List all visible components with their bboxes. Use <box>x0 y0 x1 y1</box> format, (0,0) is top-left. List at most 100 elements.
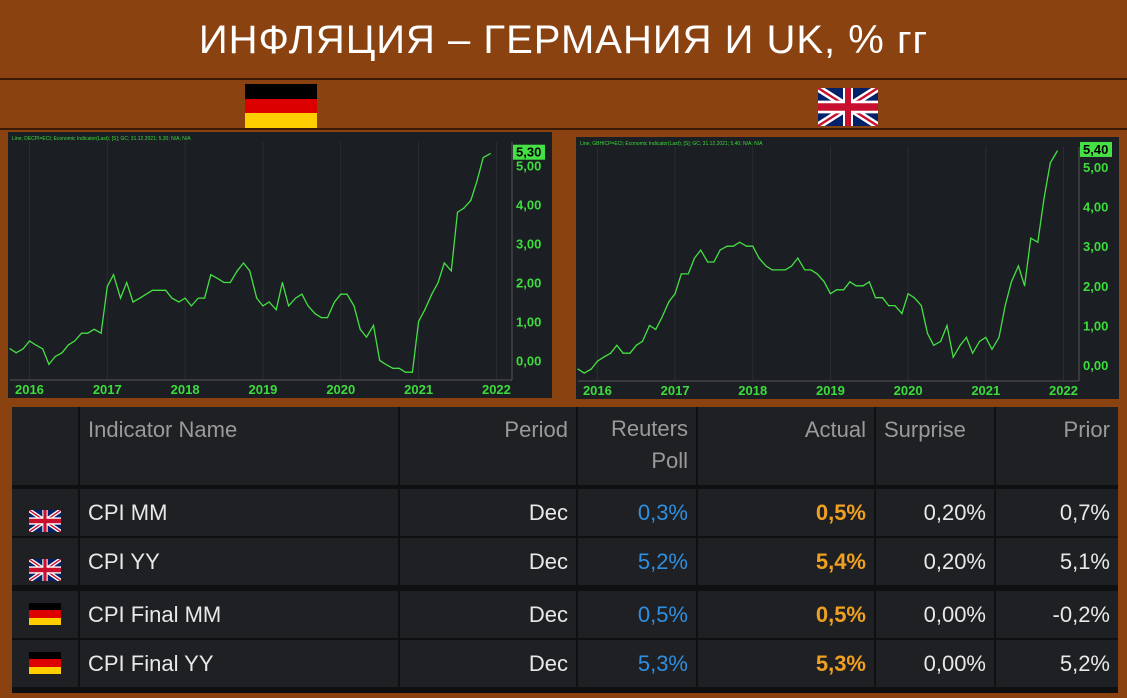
chart-header-text: Line; DECPI=ECI; Economic Indicator(Last… <box>12 136 191 142</box>
data-point <box>326 316 329 319</box>
data-point <box>1043 197 1045 200</box>
cell-flag <box>12 538 78 585</box>
cell-prior: 5,2% <box>996 640 1118 687</box>
data-point <box>693 257 696 259</box>
x-tick-label: 2022 <box>1049 383 1078 398</box>
cell-period: Dec <box>400 489 576 536</box>
cell-surprise: 0,20% <box>876 538 994 585</box>
data-point <box>67 344 69 346</box>
last-value-label: 5,40 <box>1083 142 1108 157</box>
data-point <box>242 262 245 264</box>
data-point <box>648 324 651 327</box>
header-reuters-poll-line2: Poll <box>651 448 688 473</box>
cell-poll: 0,3% <box>578 489 696 536</box>
cell-actual: 5,4% <box>698 538 874 585</box>
data-point <box>73 340 76 342</box>
cell-actual: 0,5% <box>698 591 874 638</box>
data-point <box>470 199 472 202</box>
data-point <box>54 355 56 358</box>
y-tick-label: 1,00 <box>516 314 541 329</box>
data-point <box>978 340 981 342</box>
data-point <box>210 274 212 276</box>
header-reuters-poll: Reuters Poll <box>578 407 696 485</box>
data-point <box>314 313 316 315</box>
data-point <box>635 344 637 346</box>
data-point <box>940 340 942 342</box>
data-point <box>359 328 361 330</box>
data-point <box>256 297 258 299</box>
data-point <box>223 281 225 284</box>
data-point <box>301 293 303 295</box>
data-point <box>771 269 773 271</box>
data-point <box>713 261 715 263</box>
data-point <box>443 262 445 264</box>
cell-period: Dec <box>400 640 576 687</box>
data-point <box>661 316 663 319</box>
data-point <box>48 363 50 365</box>
data-point <box>700 249 702 251</box>
data-point <box>622 352 624 354</box>
data-point <box>829 293 832 295</box>
y-tick-label: 5,00 <box>516 158 541 173</box>
data-point <box>418 320 420 323</box>
data-point <box>791 265 793 267</box>
data-point <box>295 297 297 299</box>
y-tick-label: 4,00 <box>1083 199 1108 214</box>
x-tick-label: 2021 <box>404 382 433 397</box>
y-tick-label: 3,00 <box>1083 239 1108 254</box>
data-point <box>9 348 11 350</box>
data-point <box>15 352 17 354</box>
header-period: Period <box>400 407 576 485</box>
cell-actual: 5,3% <box>698 640 874 687</box>
last-value-label: 5,30 <box>516 145 541 160</box>
data-point <box>862 285 864 287</box>
data-point <box>1056 150 1058 152</box>
cell-name: CPI YY <box>80 538 398 585</box>
data-point <box>804 269 806 271</box>
data-point <box>758 257 760 259</box>
data-point <box>431 293 433 295</box>
cell-prior: 5,1% <box>996 538 1118 585</box>
header-indicator-name: Indicator Name <box>80 407 398 485</box>
page-title: ИНФЛЯЦИЯ – ГЕРМАНИЯ И UK, % гг <box>198 18 929 62</box>
data-point <box>35 344 37 346</box>
cell-name: CPI Final YY <box>80 640 398 687</box>
y-tick-label: 0,00 <box>1083 358 1108 373</box>
data-point <box>236 270 238 272</box>
data-point <box>603 356 605 358</box>
y-tick-label: 3,00 <box>516 236 541 251</box>
cell-poll: 0,5% <box>578 591 696 638</box>
x-tick-label: 2017 <box>93 382 122 397</box>
data-point <box>379 359 381 362</box>
data-point <box>674 293 676 295</box>
last-value-badge <box>1080 141 1112 157</box>
data-point <box>907 293 909 295</box>
uk-flag-icon <box>28 550 62 583</box>
x-tick-label: 2018 <box>171 382 200 397</box>
data-point <box>346 293 348 295</box>
data-point <box>61 352 63 354</box>
data-point <box>158 289 161 291</box>
data-point <box>171 297 173 299</box>
data-point <box>823 281 825 283</box>
data-point <box>583 372 585 374</box>
data-point <box>680 273 682 275</box>
x-tick-label: 2020 <box>894 383 923 398</box>
data-point <box>119 297 122 299</box>
uk-flag-icon <box>28 501 62 534</box>
data-point <box>965 336 967 338</box>
data-point <box>489 153 491 155</box>
data-point <box>456 211 459 213</box>
data-point <box>985 336 987 338</box>
data-point <box>726 245 728 247</box>
data-point <box>106 285 108 287</box>
data-point <box>1037 241 1039 243</box>
data-point <box>333 301 336 303</box>
data-point <box>629 352 631 354</box>
uk-flag-icon <box>816 84 880 130</box>
data-point <box>93 328 95 330</box>
data-point <box>641 340 644 342</box>
data-point <box>112 274 115 276</box>
data-point <box>1030 237 1032 239</box>
x-tick-label: 2016 <box>583 383 612 398</box>
